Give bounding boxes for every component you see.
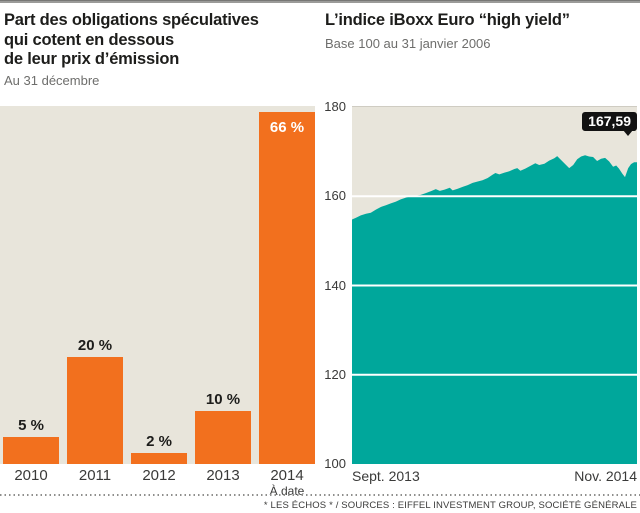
y-tick-140: 140 (324, 278, 346, 293)
bar-2013 (195, 411, 251, 464)
x-axis-label-2012: 2012 (142, 467, 176, 484)
area-fill (352, 155, 637, 464)
x-axis-label-2013: 2013 (206, 467, 240, 484)
bar-2010 (3, 437, 59, 464)
x-axis-label-2014: 2014 (270, 467, 304, 484)
bar-value-label-2014: 66 % (269, 119, 305, 136)
top-rule (0, 0, 640, 3)
bar-2014 (259, 112, 315, 464)
bar-2012 (131, 453, 187, 464)
latest-value-badge: 167,59 (582, 112, 637, 136)
iboxx-area-series (352, 155, 637, 464)
area-chart-x-label-start: Sept. 2013 (352, 468, 420, 484)
right-chart-title: L’indice iBoxx Euro “high yield” (325, 11, 570, 29)
x-axis-label-2010: 2010 (14, 467, 48, 484)
right-chart-subtitle: Base 100 au 31 janvier 2006 (325, 36, 491, 51)
bar-2011 (67, 357, 123, 464)
footer-dotted-separator (0, 494, 640, 496)
source-credit: * LES ÉCHOS * / SOURCES : EIFFEL INVESTM… (263, 500, 637, 511)
y-tick-180: 180 (324, 99, 346, 114)
bar-value-label-2013: 10 % (205, 391, 241, 408)
bar-chart-plot-area: 5 % 20 % 2 % 10 % 66 % (0, 106, 315, 464)
y-tick-160: 160 (324, 188, 346, 203)
y-tick-100: 100 (324, 456, 346, 471)
left-chart-subtitle: Au 31 décembre (4, 73, 100, 88)
area-chart-top-border (352, 106, 637, 107)
bar-value-label-2011: 20 % (77, 337, 113, 354)
x-axis-label-2011: 2011 (78, 467, 112, 484)
left-chart-title: Part des obligations spéculatives qui co… (4, 11, 259, 68)
area-chart-plot-area: 167,59 (352, 107, 637, 464)
area-chart-x-label-end: Nov. 2014 (574, 468, 637, 484)
bar-value-label-2010: 5 % (18, 417, 44, 434)
bar-value-label-2012: 2 % (146, 433, 172, 450)
y-tick-120: 120 (324, 367, 346, 382)
